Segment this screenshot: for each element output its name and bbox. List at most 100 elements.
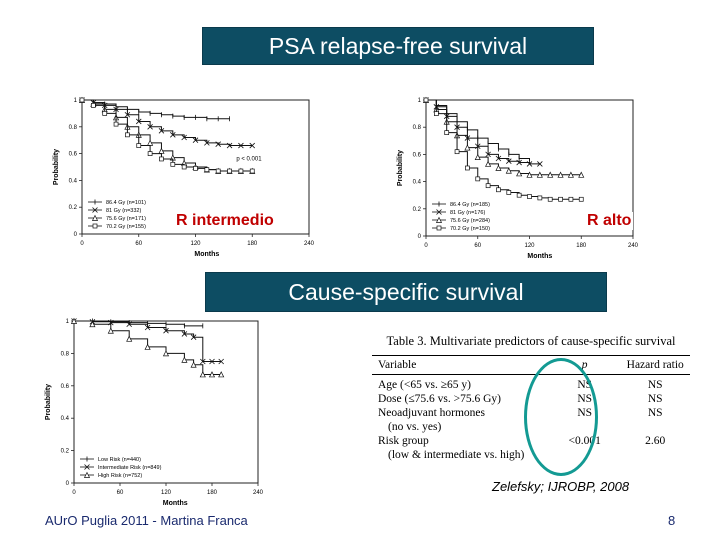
data-point bbox=[162, 350, 170, 357]
data-point bbox=[238, 168, 244, 174]
data-point bbox=[496, 187, 501, 193]
data-point bbox=[208, 371, 216, 378]
data-point bbox=[126, 321, 132, 328]
data-point bbox=[547, 196, 553, 202]
data-point bbox=[107, 327, 114, 334]
data-point bbox=[147, 151, 153, 156]
y-tick-label: 1 bbox=[66, 319, 70, 325]
data-point bbox=[547, 171, 554, 178]
table-cell-hazard: NS bbox=[647, 407, 663, 419]
y-axis-label: Probability bbox=[53, 149, 60, 185]
table-cell-variable: (no vs. yes) bbox=[388, 421, 442, 433]
data-point bbox=[125, 132, 130, 138]
data-point bbox=[181, 164, 187, 170]
legend-label: 70.2 Gy (n=155) bbox=[106, 224, 146, 230]
data-point bbox=[435, 216, 443, 223]
x-tick-label: 180 bbox=[207, 490, 218, 496]
data-point bbox=[204, 140, 210, 146]
table-cell-variable: Dose (≤75.6 vs. >75.6 Gy) bbox=[378, 393, 501, 405]
data-point bbox=[444, 130, 450, 135]
legend-label: High Risk (n=752) bbox=[98, 473, 142, 479]
series-group bbox=[423, 97, 543, 167]
table-rule-header bbox=[372, 374, 690, 375]
data-point bbox=[83, 471, 91, 478]
table-rule-top bbox=[372, 355, 690, 356]
legend-label: Intermediate Risk (n=849) bbox=[98, 465, 162, 471]
x-tick-label: 240 bbox=[304, 241, 315, 247]
table-cell-variable: Age (<65 vs. ≥65 y) bbox=[378, 379, 471, 391]
y-tick-label: 0 bbox=[418, 234, 422, 240]
data-point bbox=[79, 97, 85, 103]
title-cause-specific: Cause-specific survival bbox=[205, 272, 607, 312]
table-cell-hazard bbox=[623, 448, 690, 462]
data-point bbox=[147, 124, 153, 130]
x-axis-label: Months bbox=[163, 500, 188, 507]
table-cell-variable: Risk group bbox=[378, 435, 429, 447]
y-tick-label: 0.2 bbox=[61, 449, 70, 455]
x-tick-label: 120 bbox=[524, 243, 535, 249]
series-line bbox=[74, 320, 222, 375]
data-point bbox=[158, 128, 165, 134]
data-point bbox=[516, 159, 522, 166]
x-axis-label: Months bbox=[194, 251, 219, 258]
plot-high-risk: 0 60 120 180 240 0 0.2 0.4 0.6 0.8 1 Months Probabil… bbox=[392, 92, 647, 262]
x-tick-label: 120 bbox=[190, 241, 201, 247]
footer-text: AUrO Puglia 2011 - Martina Franca bbox=[45, 513, 248, 528]
x-axis-label: Months bbox=[527, 253, 552, 260]
data-point bbox=[181, 331, 188, 337]
x-tick-label: 240 bbox=[628, 243, 639, 249]
x-tick-label: 60 bbox=[135, 241, 142, 247]
legend-label: 75.6 Gy (n=284) bbox=[450, 218, 490, 224]
data-point bbox=[190, 361, 197, 368]
x-tick-label: 60 bbox=[117, 490, 124, 496]
data-point bbox=[567, 171, 574, 178]
title-psa-relapse-free: PSA relapse-free survival bbox=[202, 27, 594, 65]
table-cell-hazard: NS bbox=[647, 379, 663, 391]
data-point bbox=[516, 192, 522, 198]
data-point bbox=[485, 160, 492, 167]
data-point bbox=[170, 161, 176, 167]
legend-label: Low Risk (n=440) bbox=[98, 457, 141, 463]
data-point bbox=[144, 343, 151, 350]
data-point bbox=[227, 168, 232, 174]
label-intermediate-risk: R intermedio bbox=[174, 212, 276, 230]
table-cell-hazard: NS bbox=[647, 393, 663, 405]
highlight-ellipse bbox=[524, 358, 598, 476]
series-group bbox=[422, 96, 585, 178]
data-point bbox=[578, 171, 585, 178]
data-point bbox=[92, 223, 98, 229]
data-point bbox=[170, 132, 176, 138]
data-point bbox=[144, 324, 151, 331]
series-line bbox=[82, 99, 253, 172]
table-row: (low & intermediate vs. high) bbox=[372, 448, 690, 462]
data-point bbox=[464, 144, 471, 151]
y-tick-label: 0.4 bbox=[69, 178, 78, 184]
data-point bbox=[495, 164, 502, 171]
y-tick-label: 0.6 bbox=[413, 152, 422, 158]
data-point bbox=[190, 334, 197, 340]
series-line bbox=[426, 99, 582, 176]
y-axis-label: Probability bbox=[397, 150, 404, 186]
series-group bbox=[423, 97, 584, 202]
table-title: Table 3. Multivariate predictors of caus… bbox=[386, 334, 676, 348]
table-row: (no vs. yes) bbox=[372, 420, 690, 434]
page-number: 8 bbox=[668, 513, 676, 528]
label-high-risk: R alto bbox=[585, 212, 634, 230]
plot-intermediate-risk: 0 60 120 180 240 0 0.2 0.4 0.6 0.8 1 Months Probabil… bbox=[48, 92, 323, 260]
data-point bbox=[192, 137, 199, 143]
y-tick-label: 0.4 bbox=[61, 416, 70, 422]
table-header-variable: Variable bbox=[378, 359, 417, 371]
data-point bbox=[204, 167, 210, 173]
data-point bbox=[433, 111, 439, 116]
y-tick-label: 1 bbox=[74, 98, 78, 104]
table-cell-hazard: 2.60 bbox=[645, 435, 666, 447]
table-cell-variable: (low & intermediate vs. high) bbox=[388, 449, 525, 461]
data-point bbox=[226, 142, 233, 149]
data-point bbox=[454, 149, 460, 155]
table-header-p: p bbox=[581, 359, 588, 371]
series-group bbox=[78, 96, 256, 174]
data-point bbox=[102, 111, 108, 116]
data-point bbox=[218, 358, 224, 365]
data-point bbox=[135, 118, 142, 125]
data-point bbox=[84, 464, 90, 470]
